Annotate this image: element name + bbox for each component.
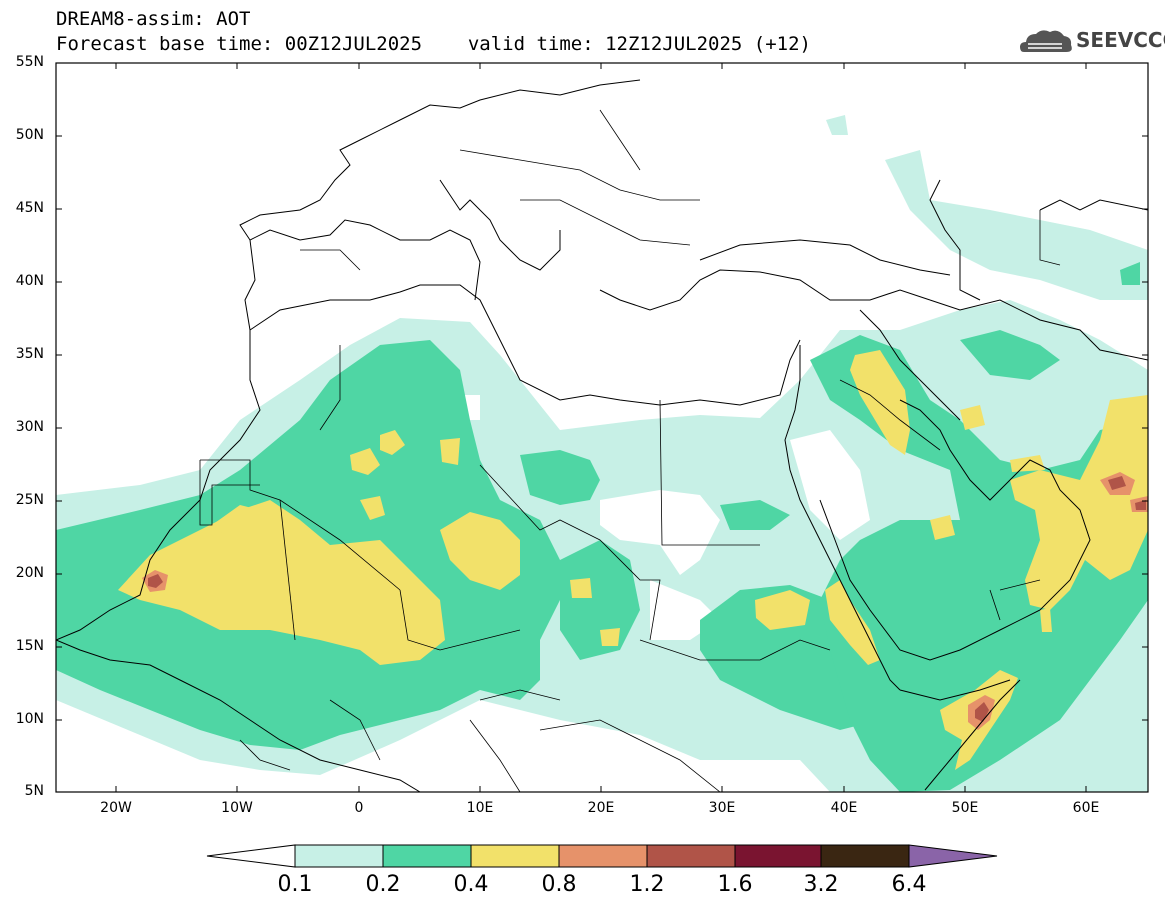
product-title: DREAM8-assim: AOT: [56, 8, 251, 30]
colorbar-segment-2: [382, 844, 472, 868]
colorbar-label: 1.2: [629, 872, 665, 897]
lat-label: 25N: [15, 492, 44, 508]
colorbar-segment-1: [294, 844, 384, 868]
aot-0.4-0.8: [118, 350, 1148, 770]
base-time: Forecast base time: 00Z12JUL2025: [56, 33, 423, 55]
cloud-logo-icon: [1020, 30, 1072, 52]
colorbar-segment-3: [470, 844, 560, 868]
logo-text: SEEVCCC: [1076, 28, 1165, 52]
colorbar-segment-7: [820, 844, 910, 868]
colorbar-label: 0.1: [277, 872, 313, 897]
lat-label: 20N: [15, 565, 44, 581]
lat-label: 40N: [15, 273, 44, 289]
colorbar: [206, 844, 998, 868]
lat-label: 55N: [15, 54, 44, 70]
colorbar-label: 0.2: [365, 872, 401, 897]
lon-label: 0: [354, 800, 364, 816]
colorbar-label: 3.2: [803, 872, 839, 897]
lat-label: 5N: [24, 783, 44, 799]
colorbar-label: 0.4: [453, 872, 489, 897]
colorbar-label: 6.4: [891, 872, 927, 897]
colorbar-segment-over: [908, 844, 998, 868]
aot-1.2-1.6: [148, 476, 1146, 722]
colorbar-label: 0.8: [541, 872, 577, 897]
lat-label: 45N: [15, 200, 44, 216]
colorbar-label: 1.6: [717, 872, 753, 897]
lon-label: 20E: [587, 800, 615, 816]
lon-label: 40E: [830, 800, 858, 816]
lat-label: 10N: [15, 711, 44, 727]
lon-label: 30E: [708, 800, 736, 816]
lon-label: 10E: [466, 800, 494, 816]
lon-label: 10W: [221, 800, 253, 816]
colorbar-segment-5: [646, 844, 736, 868]
colorbar-segment-under: [206, 844, 296, 868]
lon-label: 50E: [951, 800, 979, 816]
colorbar-segment-4: [558, 844, 648, 868]
forecast-times: Forecast base time: 00Z12JUL2025 valid t…: [56, 33, 811, 55]
lat-label: 50N: [15, 127, 44, 143]
lon-label: 60E: [1072, 800, 1100, 816]
valid-time: valid time: 12Z12JUL2025 (+12): [467, 33, 811, 55]
borders: [199, 109, 1061, 792]
axis-ticks: [56, 62, 1148, 792]
lat-label: 35N: [15, 346, 44, 362]
aot-fields: [56, 115, 1148, 792]
lat-label: 30N: [15, 419, 44, 435]
colorbar-segment-6: [734, 844, 822, 868]
lon-label: 20W: [100, 800, 132, 816]
coastlines: [56, 79, 1148, 792]
lat-label: 15N: [15, 638, 44, 654]
